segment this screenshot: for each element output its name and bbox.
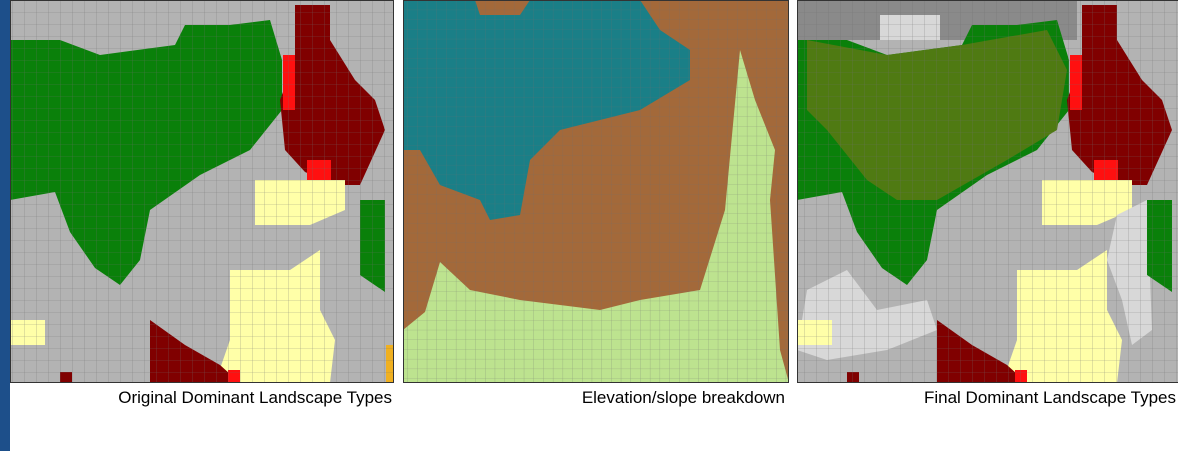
side-strip — [0, 0, 10, 451]
map-final — [797, 0, 1178, 383]
map-elevation — [403, 0, 789, 383]
figure: Original Dominant Landscape Types Elevat… — [0, 0, 1178, 451]
caption: Final Dominant Landscape Types — [924, 388, 1176, 407]
caption: Elevation/slope breakdown — [582, 388, 785, 407]
page: {"panels": [ {"caption": "Original Domin… — [0, 0, 1178, 451]
map-original — [10, 0, 394, 383]
caption: Original Dominant Landscape Types — [118, 388, 392, 407]
